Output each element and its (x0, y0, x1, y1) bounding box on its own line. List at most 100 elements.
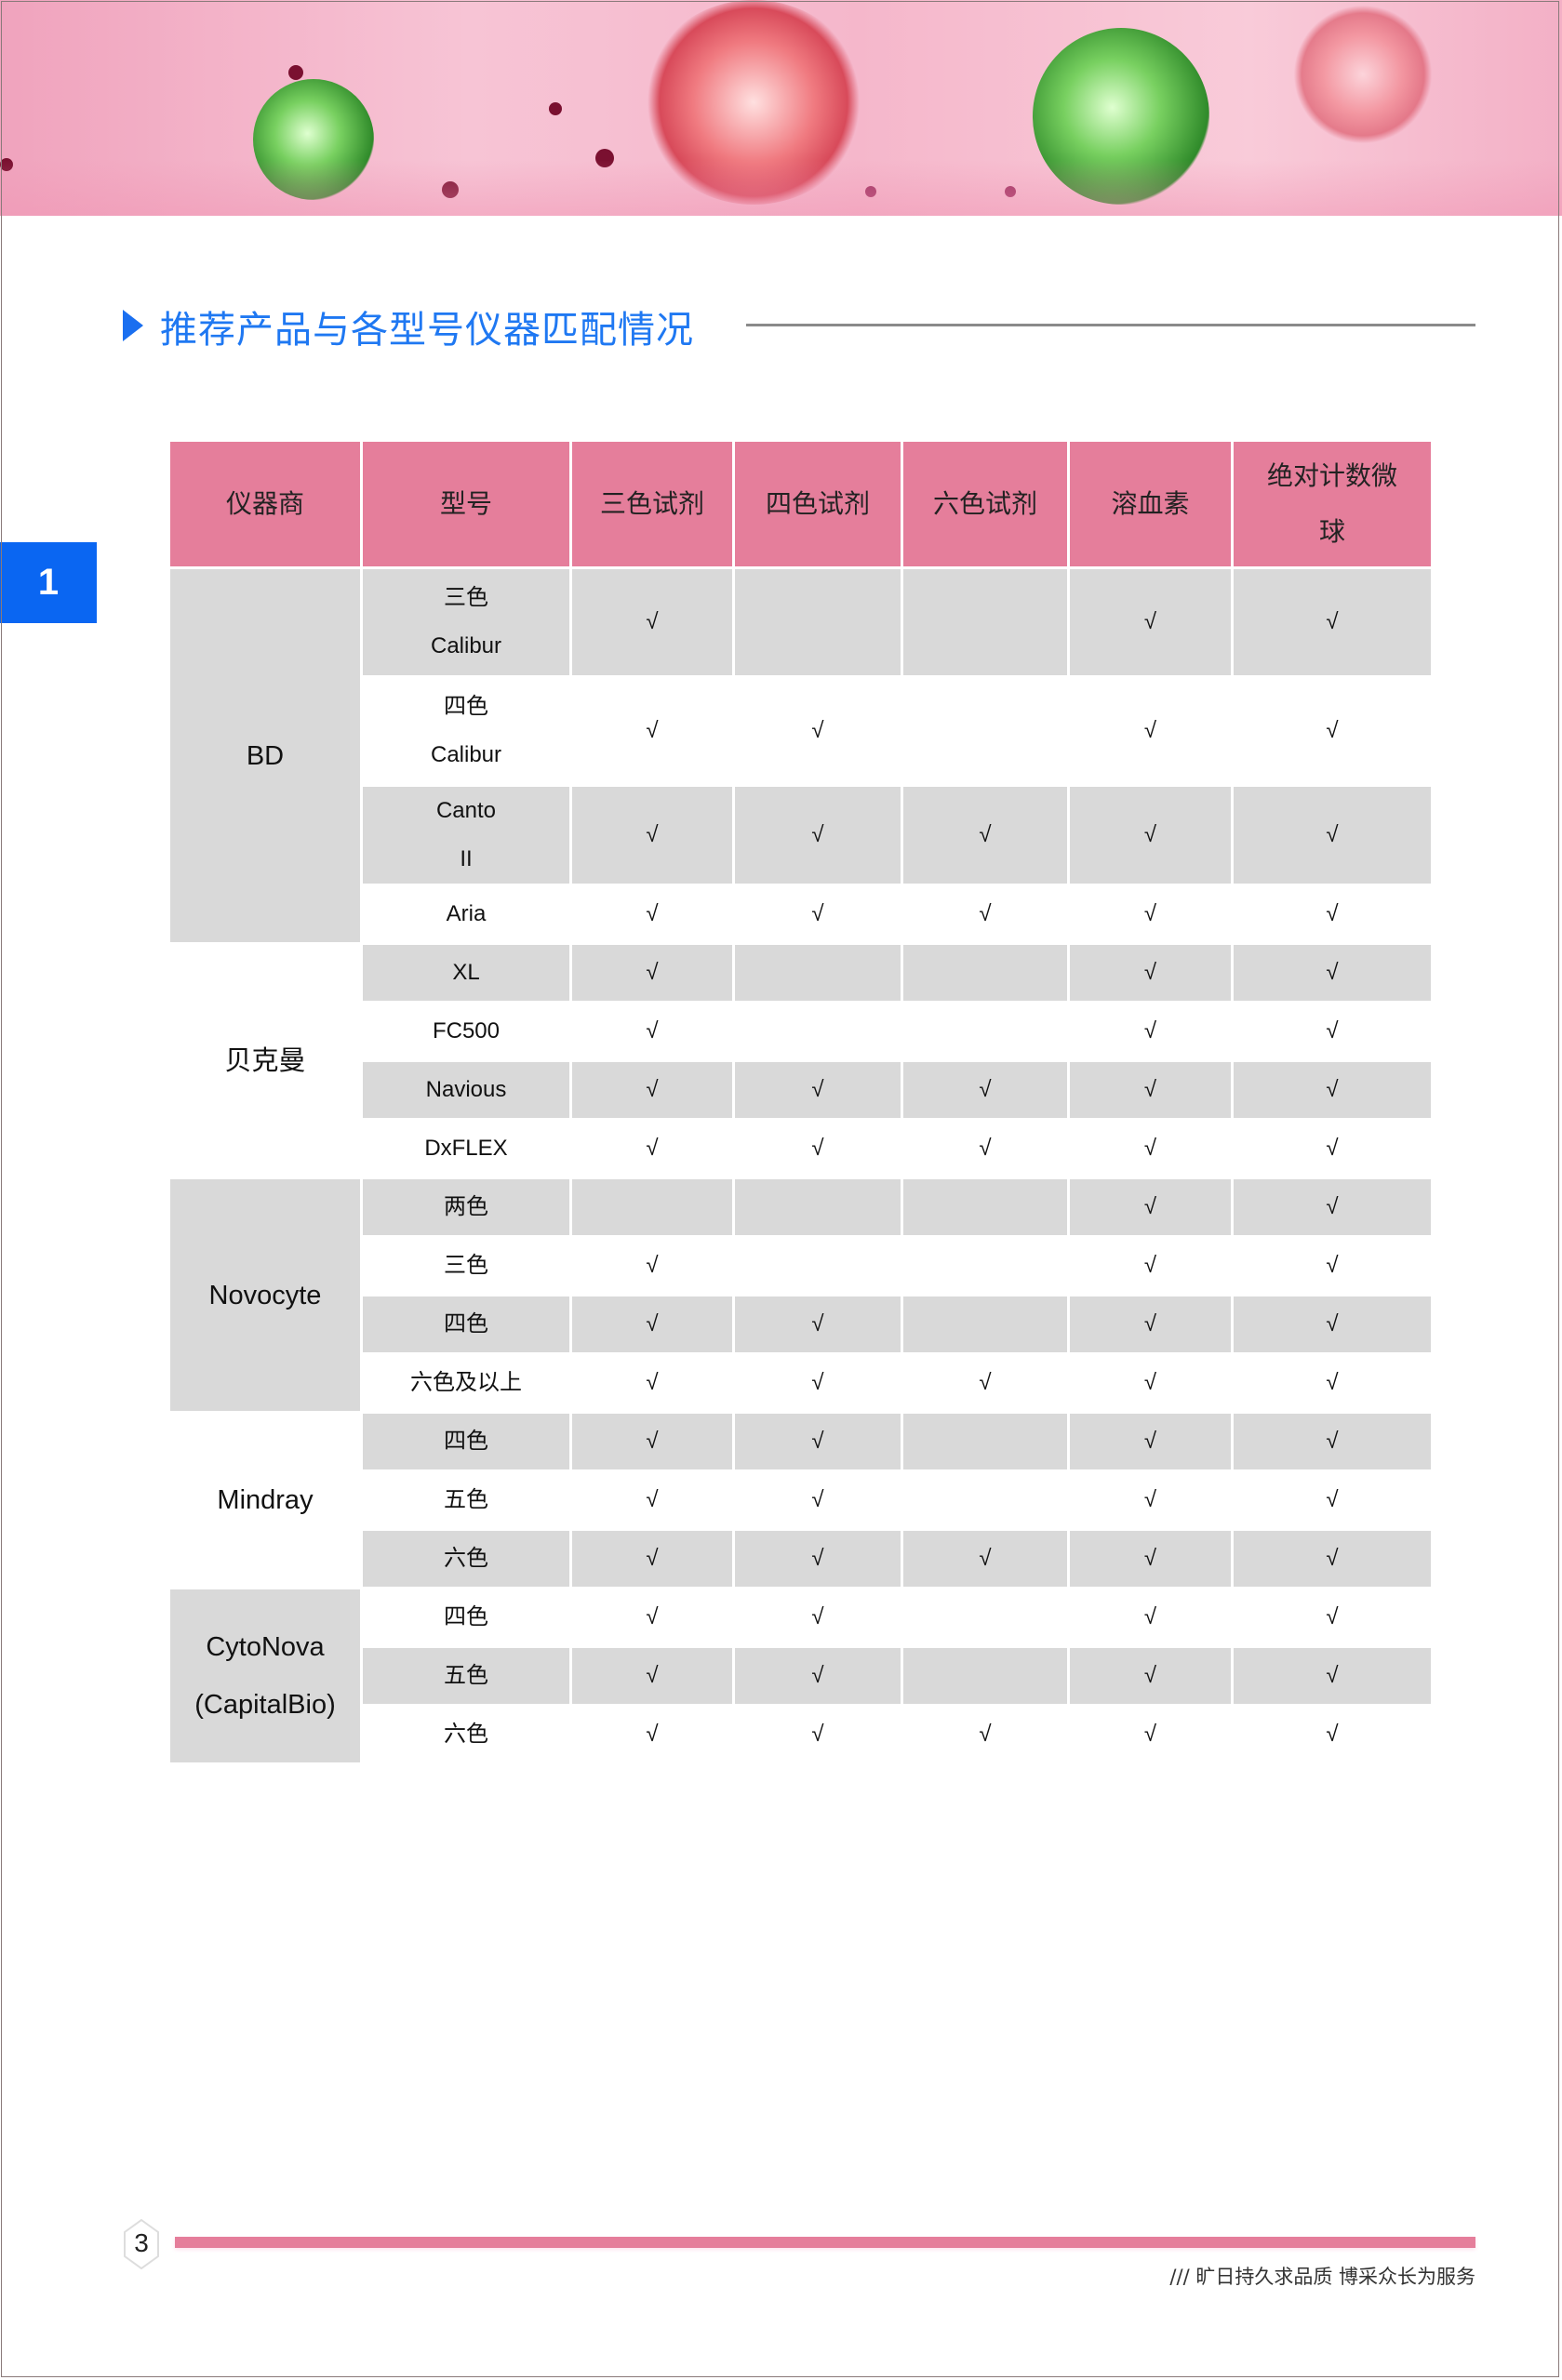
check-mark-cell: √ (1234, 1238, 1431, 1294)
particle (288, 65, 303, 80)
model-cell: 五色 (363, 1472, 569, 1528)
check-mark-cell: √ (1070, 1414, 1231, 1469)
table-row: 四色 √ √ √ √ (170, 1296, 1431, 1352)
title-divider (746, 324, 1475, 326)
check-mark-cell: √ (1070, 1121, 1231, 1177)
check-mark-cell: √ (1070, 945, 1231, 1001)
header-four-color: 四色试剂 (735, 442, 901, 566)
empty-cell (903, 1296, 1067, 1352)
table-row: 三色 √ √ √ (170, 1238, 1431, 1294)
check-mark-cell: √ (1070, 787, 1231, 884)
check-mark-cell: √ (1234, 1589, 1431, 1645)
vendor-cell: 贝克曼 (170, 945, 360, 1177)
check-mark-cell: √ (1234, 1531, 1431, 1587)
model-cell: 六色及以上 (363, 1355, 569, 1411)
check-mark-cell: √ (1234, 1062, 1431, 1118)
empty-cell (903, 678, 1067, 784)
empty-cell (903, 1414, 1067, 1469)
check-mark-cell: √ (735, 886, 901, 942)
footer-bar (175, 2237, 1475, 2248)
empty-cell (735, 1004, 901, 1059)
check-mark-cell: √ (1234, 1472, 1431, 1528)
table-row: Aria √ √ √ √ √ (170, 886, 1431, 942)
check-mark-cell: √ (572, 1296, 732, 1352)
model-cell: FC500 (363, 1004, 569, 1059)
model-cell: 四色 Calibur (363, 678, 569, 784)
table-row: FC500 √ √ √ (170, 1004, 1431, 1059)
check-mark-cell: √ (1234, 1296, 1431, 1352)
check-mark-cell: √ (572, 1414, 732, 1469)
vendor-cell: Novocyte (170, 1179, 360, 1411)
particle (595, 149, 614, 167)
vendor-cell: CytoNova (CapitalBio) (170, 1589, 360, 1762)
check-mark-cell: √ (572, 1062, 732, 1118)
empty-cell (735, 945, 901, 1001)
table-row: Navious √ √ √ √ √ (170, 1062, 1431, 1118)
check-mark-cell: √ (1234, 1355, 1431, 1411)
model-cell: 六色 (363, 1707, 569, 1762)
check-mark-cell: √ (572, 945, 732, 1001)
table-header-row: 仪器商 型号 三色试剂 四色试剂 六色试剂 溶血素 绝对计数微球 (170, 442, 1431, 566)
check-mark-cell: √ (572, 1355, 732, 1411)
check-mark-cell: √ (735, 1355, 901, 1411)
page-number: 3 (134, 2228, 149, 2257)
header-three-color: 三色试剂 (572, 442, 732, 566)
check-mark-cell: √ (1070, 886, 1231, 942)
check-mark-cell: √ (572, 1589, 732, 1645)
empty-cell (735, 569, 901, 675)
table-row: CytoNova (CapitalBio) 四色 √ √ √ √ (170, 1589, 1431, 1762)
check-mark-cell: √ (735, 1472, 901, 1528)
check-mark-cell: √ (1234, 886, 1431, 942)
check-mark-cell: √ (572, 1707, 732, 1762)
virus-banner-image (0, 0, 1562, 216)
empty-cell (903, 1472, 1067, 1528)
model-cell: Aria (363, 886, 569, 942)
check-mark-cell: √ (1070, 1707, 1231, 1762)
particle (549, 102, 562, 115)
red-virus-image (642, 0, 865, 205)
model-cell: 四色 (363, 1296, 569, 1352)
check-mark-cell: √ (1070, 1179, 1231, 1235)
table-row: Novocyte 两色 √ √ (170, 1179, 1431, 1411)
particle (1005, 186, 1016, 197)
check-mark-cell: √ (735, 1589, 901, 1645)
check-mark-cell: √ (735, 678, 901, 784)
particle (442, 181, 459, 198)
table-row: 六色 √ √ √ √ √ (170, 1707, 1431, 1762)
model-cell: DxFLEX (363, 1121, 569, 1177)
table-row: 五色 √ √ √ √ (170, 1472, 1431, 1528)
vendor-cell: Mindray (170, 1414, 360, 1587)
table-row: BD 三色 Calibur √ √ √ (170, 569, 1431, 942)
check-mark-cell: √ (1234, 1004, 1431, 1059)
check-mark-cell: √ (903, 1531, 1067, 1587)
check-mark-cell: √ (1070, 1296, 1231, 1352)
title-triangle-icon (123, 310, 143, 341)
table-row: Canto II √ √ √ √ √ (170, 787, 1431, 884)
check-mark-cell: √ (1070, 1004, 1231, 1059)
empty-cell (735, 1238, 901, 1294)
check-mark-cell: √ (1070, 678, 1231, 784)
check-mark-cell: √ (572, 1531, 732, 1587)
empty-cell (572, 1179, 732, 1235)
check-mark-cell: √ (1070, 1238, 1231, 1294)
check-mark-cell: √ (572, 1004, 732, 1059)
model-cell: Navious (363, 1062, 569, 1118)
check-mark-cell: √ (572, 886, 732, 942)
empty-cell (903, 1179, 1067, 1235)
check-mark-cell: √ (1234, 1648, 1431, 1704)
table-row: 四色 Calibur √ √ √ √ (170, 678, 1431, 784)
check-mark-cell: √ (572, 569, 732, 675)
check-mark-cell: √ (735, 1414, 901, 1469)
table-row: Mindray 四色 √ √ √ √ (170, 1414, 1431, 1587)
check-mark-cell: √ (1070, 1648, 1231, 1704)
check-mark-cell: √ (572, 787, 732, 884)
vendor-cell: BD (170, 569, 360, 942)
model-cell: 六色 (363, 1531, 569, 1587)
check-mark-cell: √ (735, 1648, 901, 1704)
green-virus-image (253, 79, 374, 200)
check-mark-cell: √ (1070, 1062, 1231, 1118)
model-cell: 三色 Calibur (363, 569, 569, 675)
check-mark-cell: √ (572, 1648, 732, 1704)
table-row: 六色及以上 √ √ √ √ √ (170, 1355, 1431, 1411)
check-mark-cell: √ (903, 1062, 1067, 1118)
